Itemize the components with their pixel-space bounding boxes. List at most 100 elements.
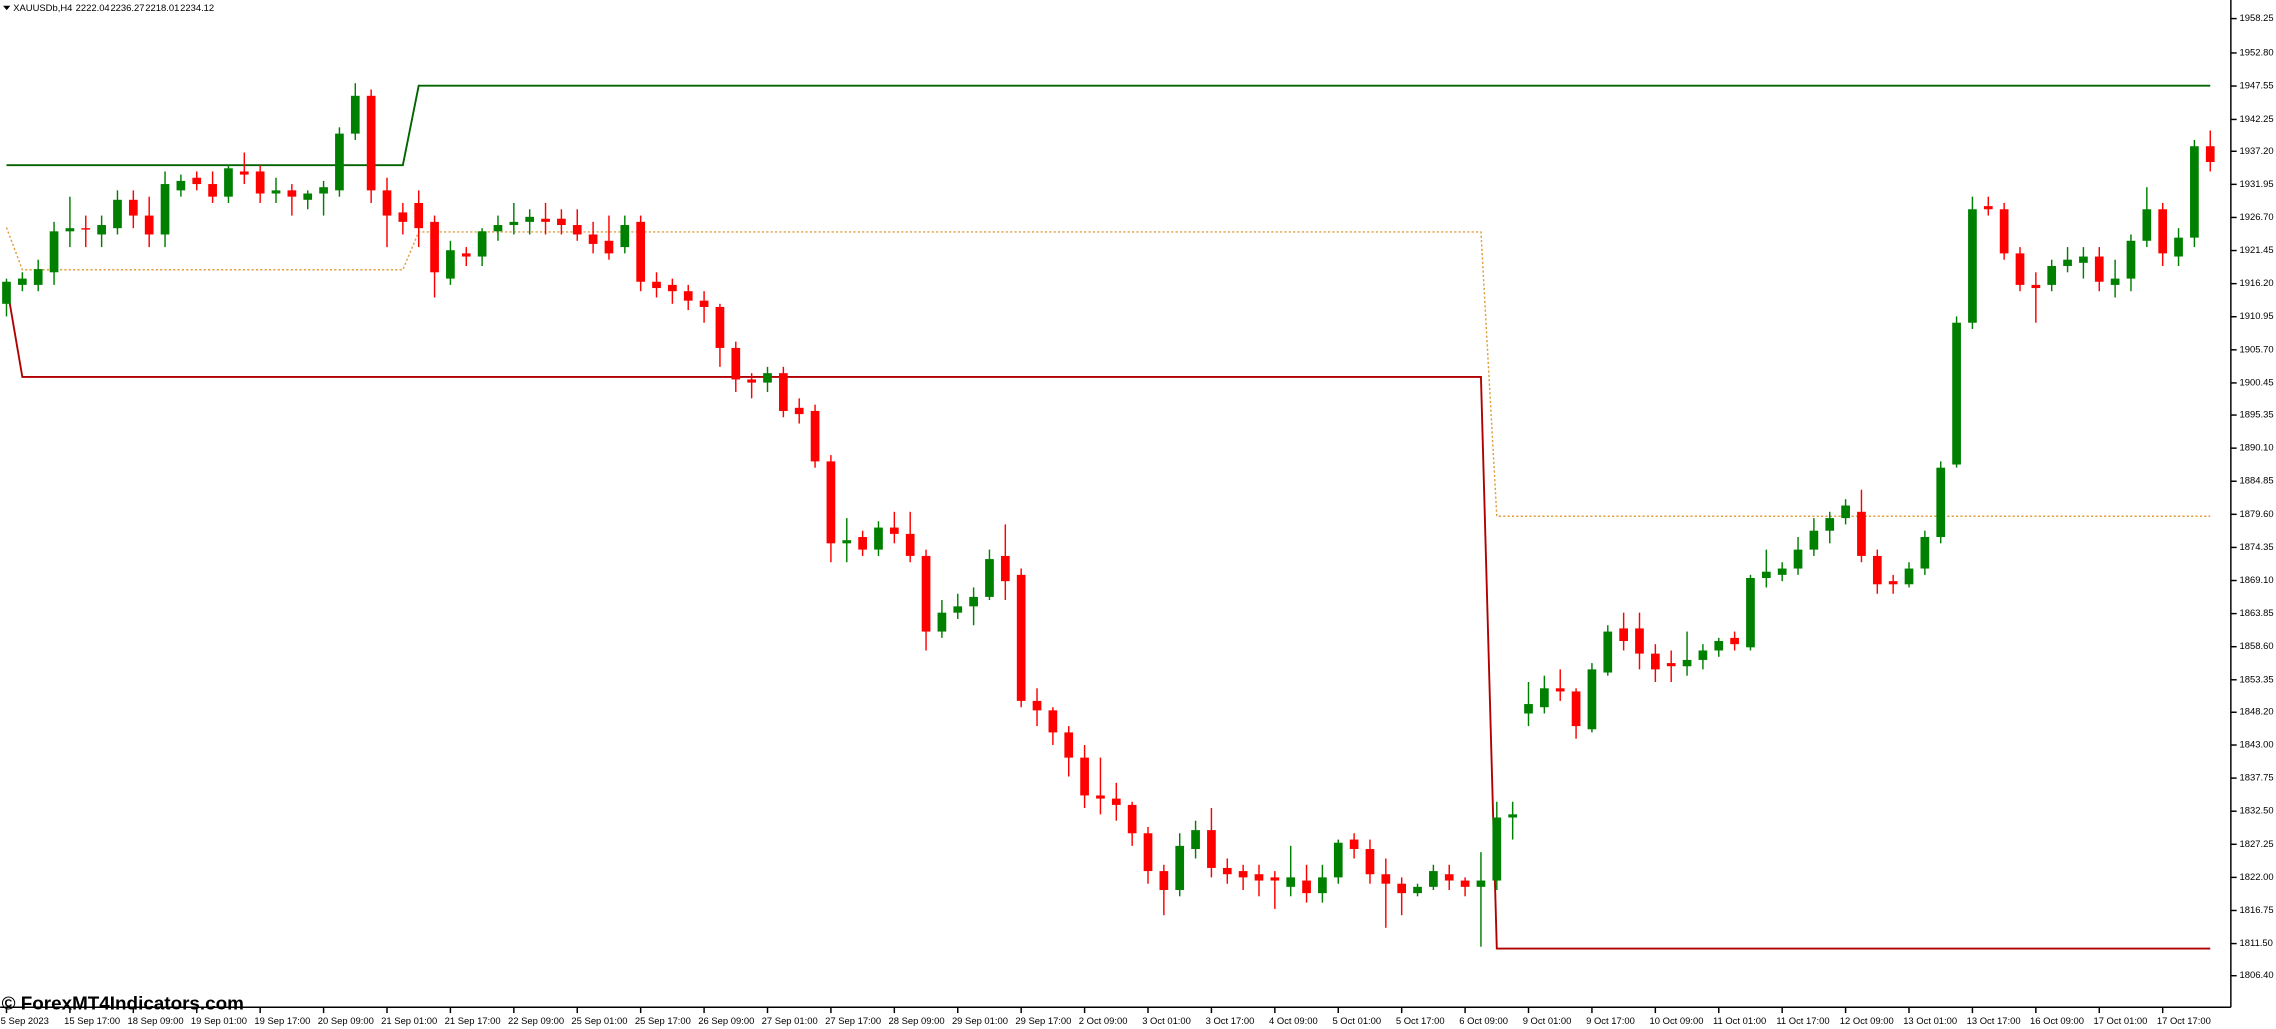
candle-body [446,250,455,279]
candle-body [557,218,566,226]
candle-body [1603,631,1613,673]
candle-body [842,540,852,544]
y-tick-label: 1926.70 [2240,211,2274,222]
candle-body [477,231,487,257]
candle-body [2094,256,2104,282]
x-tick-label: 5 Oct 01:00 [1332,1015,1381,1026]
candle-body [224,168,233,197]
x-tick-label: 2 Oct 09:00 [1079,1015,1128,1026]
candle-body [1111,798,1121,805]
candle-body [953,606,963,613]
candle-body [1777,568,1787,575]
candle-body [763,373,772,383]
candle-body [1270,877,1280,881]
x-tick-label: 3 Oct 01:00 [1142,1015,1191,1026]
y-tick-label: 1811.50 [2240,937,2273,948]
x-tick-label: 21 Sep 01:00 [381,1015,437,1026]
candle-body [715,306,725,348]
candle-body [1143,833,1153,872]
candle-body [2205,146,2215,162]
candle-body [1016,574,1026,701]
candle-body [382,190,392,216]
candle-body [1127,804,1137,834]
y-tick-label: 1890.10 [2240,442,2274,453]
x-tick-label: 28 Sep 09:00 [889,1015,945,1026]
candle-body [1413,886,1422,894]
candle-body [1000,555,1010,582]
y-tick-label: 1832.50 [2240,805,2274,816]
candle-body [779,373,788,411]
y-tick-label: 1952.80 [2240,46,2274,57]
y-tick-label: 1863.85 [2240,607,2274,618]
y-tick-label: 1900.45 [2240,376,2274,387]
candle-body [1809,530,1819,550]
candle-body [969,596,978,607]
candle-body [2047,265,2057,285]
candle-body [921,555,931,632]
x-tick-label: 29 Sep 17:00 [1015,1015,1071,1026]
candle-body [461,253,471,257]
candle-body [1381,874,1391,884]
candle-body [874,527,883,550]
y-tick-label: 1884.85 [2240,475,2274,486]
y-tick-label: 1827.25 [2240,838,2274,849]
candle-body [1872,555,1882,585]
x-tick-label: 22 Sep 09:00 [508,1015,564,1026]
candle-body [1096,795,1105,799]
candle-body [2158,209,2168,254]
candle-body [1920,537,1930,569]
candle-body [144,215,154,235]
x-tick-label: 4 Oct 09:00 [1269,1015,1318,1026]
candle-body [747,379,757,383]
candle-body [1333,842,1343,878]
candle-body [1048,710,1058,733]
menu-arrow[interactable] [3,5,11,11]
candle-body [350,95,360,134]
candle-body [620,225,630,248]
candle-body [2079,256,2088,263]
candle-body [1999,209,2009,254]
candle-body [208,184,217,197]
header-values: 2222.04 2236.27 2218.01 2234.12 [76,2,215,13]
candle-body [1318,877,1327,894]
candle-body [239,171,249,175]
candle-body [2063,259,2072,266]
candle-body [1936,467,1946,538]
y-tick-label: 1916.20 [2240,277,2274,288]
candle-body [1793,549,1803,569]
y-tick-label: 1879.60 [2240,508,2274,519]
candle-body [1222,867,1232,875]
candle-body [541,218,550,222]
x-tick-label: 11 Oct 01:00 [1713,1015,1766,1026]
y-tick-label: 1942.25 [2240,113,2274,124]
y-tick-label: 1895.35 [2240,409,2274,420]
candle-body [1365,849,1375,875]
x-tick-label: 29 Sep 01:00 [952,1015,1008,1026]
candle-body [1857,511,1866,556]
candle-body [113,199,122,229]
header-value: 2222.04 [76,2,110,13]
candle-body [1730,637,1739,645]
candle-body [493,225,503,232]
candle-body [985,559,994,597]
candle-body [1207,830,1216,868]
candle-body [1302,880,1311,894]
x-tick-label: 18 Sep 09:00 [128,1015,184,1026]
candle-body [1888,581,1898,585]
y-tick-label: 1931.95 [2240,178,2274,189]
candle-body [1635,628,1644,654]
candle-body [1460,880,1470,887]
candle-body [1698,650,1708,660]
x-tick-label: 19 Sep 01:00 [191,1015,247,1026]
candle-body [17,278,27,285]
candle-body [699,300,709,307]
candle-body [2,281,11,304]
candle-body [683,291,693,301]
x-tick-label: 5 Oct 17:00 [1396,1015,1445,1026]
y-tick-label: 1837.75 [2240,772,2274,783]
x-tick-label: 25 Sep 01:00 [571,1015,627,1026]
candle-body [1555,688,1565,692]
candle-body [1540,688,1549,708]
